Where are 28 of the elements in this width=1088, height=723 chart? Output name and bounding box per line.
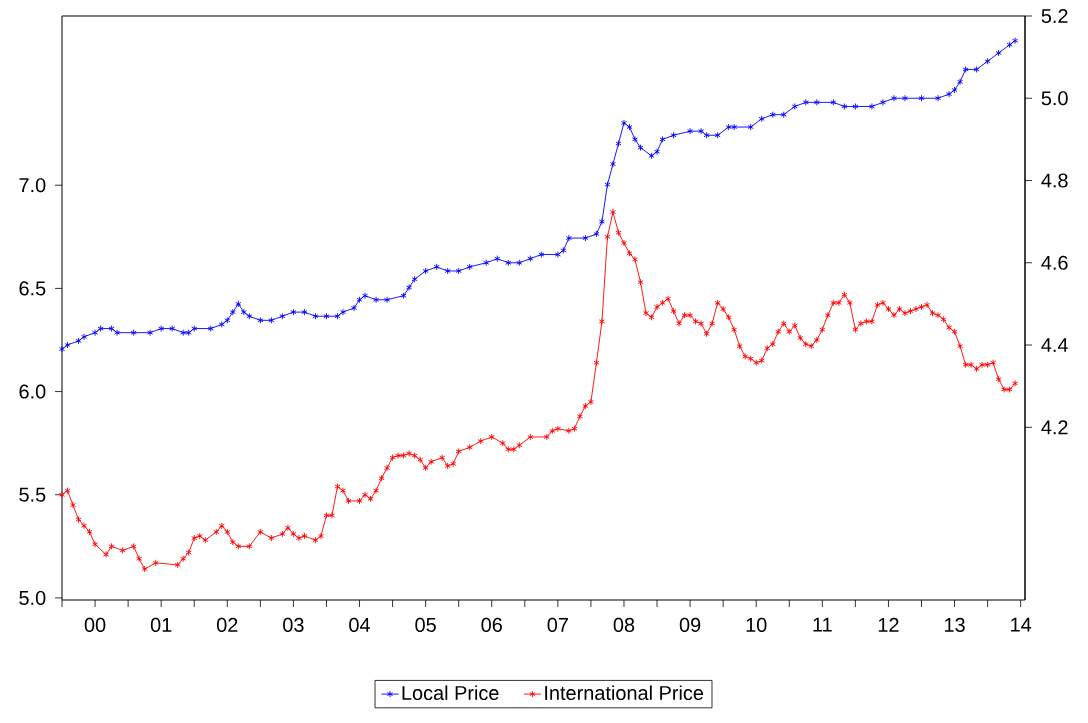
x-tick-label: 12	[878, 617, 899, 632]
y2-tick-label: 4.4	[1041, 338, 1068, 352]
x-tick-label: 07	[547, 617, 568, 632]
y-tick-label: 6.5	[19, 281, 46, 296]
y2-tick-label: 4.2	[1041, 420, 1068, 435]
y2-tick-label: 4.6	[1041, 255, 1068, 270]
x-tick-label: 09	[679, 617, 701, 632]
x-tick-label: 00	[84, 617, 106, 632]
x-tick-label: 08	[613, 617, 635, 632]
y-tick-label: 6.0	[19, 384, 46, 399]
legend-label: Local Price	[402, 685, 499, 701]
y-tick-label: 7.0	[19, 178, 46, 193]
x-tick-label: 06	[481, 617, 502, 632]
y2-tick-label: 5.2	[1041, 8, 1068, 24]
x-tick-label: 01	[150, 617, 172, 632]
x-tick-label: 04	[349, 617, 371, 632]
y2-tick-label: 4.8	[1041, 173, 1068, 188]
x-tick-label: 14	[1011, 617, 1032, 632]
x-tick-label: 02	[216, 617, 238, 632]
legend-label: International Price	[545, 685, 704, 701]
y2-tick-label: 5.0	[1041, 91, 1068, 106]
x-tick-label: 05	[415, 617, 436, 632]
x-tick-label: 13	[944, 617, 965, 632]
x-tick-label: 03	[283, 617, 304, 632]
y-tick-label: 5.0	[19, 590, 46, 605]
y-tick-label: 5.5	[19, 487, 46, 502]
x-tick-label: 10	[746, 617, 767, 632]
x-tick-label: 11	[813, 617, 832, 632]
